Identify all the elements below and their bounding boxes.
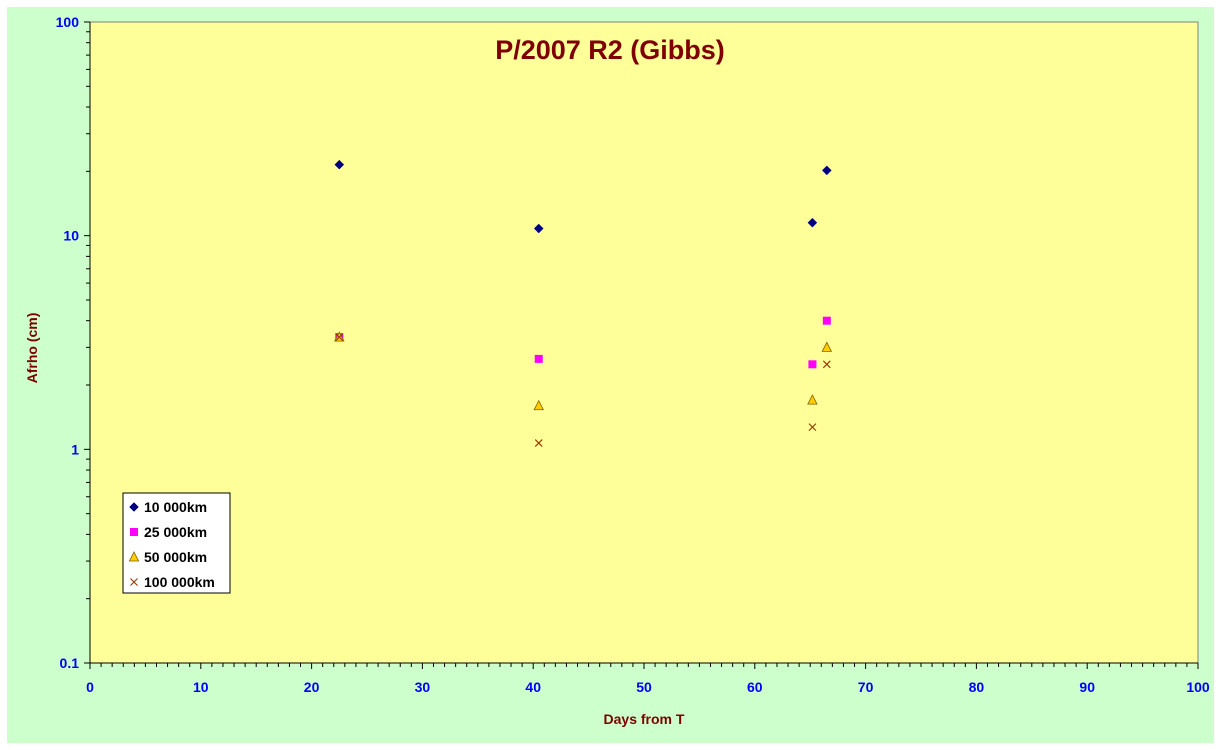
legend-marker — [130, 578, 138, 586]
x-marker-stroke — [130, 578, 138, 586]
chart-title: P/2007 R2 (Gibbs) — [495, 35, 725, 65]
x-tick-label: 40 — [525, 679, 541, 695]
x-tick-label: 10 — [193, 679, 209, 695]
data-point — [533, 223, 544, 234]
data-point — [335, 333, 344, 342]
x-marker-stroke — [808, 423, 817, 432]
x-tick-label: 100 — [1186, 679, 1210, 695]
scatter-chart: 0 10 20 30 40 50 60 70 80 90 100 0.1 1 10 100 P/2007 R2… — [24, 14, 1210, 727]
data-point — [807, 217, 818, 228]
x-marker-stroke — [335, 333, 344, 342]
data-point — [821, 341, 833, 352]
legend-marker — [128, 551, 140, 562]
y-tick-label: 0.1 — [60, 655, 80, 671]
legend-box — [122, 492, 231, 594]
x-axis-title: Days from T — [604, 711, 685, 727]
data-point — [821, 165, 832, 176]
x-tick-label: 20 — [304, 679, 320, 695]
data-point — [807, 394, 818, 405]
data-point — [334, 159, 345, 170]
data-point — [808, 423, 817, 432]
legend: 10 000km 25 000km 50 000km 100 000km — [122, 492, 231, 594]
legend-marker — [130, 528, 138, 536]
series-0 — [334, 159, 832, 234]
legend-label: 25 000km — [144, 524, 207, 540]
data-point — [533, 399, 544, 411]
legend-marker — [129, 502, 139, 512]
x-tick-label: 90 — [1079, 679, 1095, 695]
y-tick-label: 1 — [71, 441, 79, 457]
data-point — [822, 316, 831, 325]
y-tick-label: 10 — [63, 228, 79, 244]
x-tick-label: 50 — [636, 679, 652, 695]
x-tick-label: 60 — [747, 679, 763, 695]
x-tick-label: 80 — [969, 679, 985, 695]
data-point — [534, 354, 543, 363]
series-3 — [335, 333, 831, 447]
legend-label: 50 000km — [144, 549, 207, 565]
data-point — [808, 360, 817, 369]
x-tick-label: 0 — [86, 679, 94, 695]
chart-area: 0 10 20 30 40 50 60 70 80 90 100 0.1 1 10 100 P/2007 R2… — [7, 7, 1214, 743]
x-tick-label: 30 — [415, 679, 431, 695]
data-point — [534, 439, 543, 447]
legend-label: 10 000km — [144, 499, 207, 515]
x-marker-stroke — [534, 439, 543, 447]
data-point — [822, 360, 831, 369]
plot-area — [89, 21, 1199, 664]
y-axis-title: Afrho (cm) — [24, 313, 40, 384]
legend-label: 100 000km — [144, 574, 215, 590]
x-marker-stroke — [822, 360, 831, 369]
x-tick-label: 70 — [858, 679, 874, 695]
y-tick-label: 100 — [56, 14, 80, 30]
